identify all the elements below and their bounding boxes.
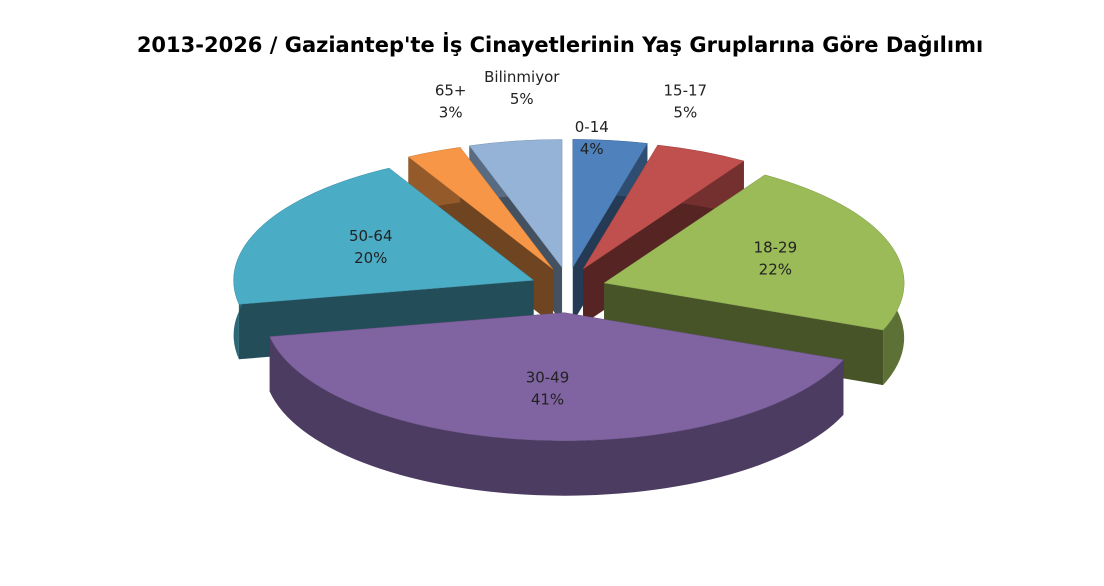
slice-label: Bilinmiyor <box>484 68 560 86</box>
slice-value-label: 20% <box>354 249 387 267</box>
slice-value-label: 5% <box>673 104 697 122</box>
slice-label: 50-64 <box>349 227 393 245</box>
slice-label: 65+ <box>435 82 467 100</box>
slice <box>233 167 535 305</box>
slice-label: 15-17 <box>664 82 708 100</box>
slice <box>407 147 554 270</box>
slice-label: 18-29 <box>754 239 798 257</box>
slice <box>582 144 745 270</box>
slice-value-label: 5% <box>510 90 534 108</box>
slice-value-label: 4% <box>580 140 604 158</box>
chart-title: 2013-2026 / Gaziantep'te İş Cinayetlerin… <box>137 32 983 57</box>
slice-value-label: 41% <box>531 391 564 409</box>
slice <box>468 139 563 269</box>
slice-label: 0-14 <box>575 118 609 136</box>
slice <box>603 174 905 331</box>
slice-side <box>269 336 844 496</box>
slice <box>269 312 844 441</box>
slice <box>572 139 648 269</box>
slice-value-label: 3% <box>439 104 463 122</box>
slice-value-label: 22% <box>759 261 792 279</box>
slice-label: 30-49 <box>526 369 570 387</box>
